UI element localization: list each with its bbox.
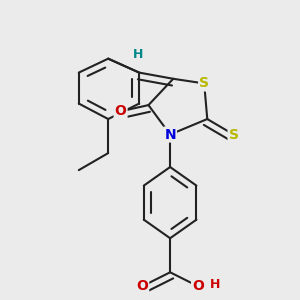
Text: H: H (210, 278, 220, 291)
Text: O: O (115, 104, 127, 118)
Text: O: O (136, 279, 148, 293)
Text: S: S (229, 128, 238, 142)
Text: S: S (199, 76, 209, 90)
Text: O: O (192, 279, 204, 293)
Text: H: H (132, 47, 143, 61)
Text: N: N (164, 128, 176, 142)
